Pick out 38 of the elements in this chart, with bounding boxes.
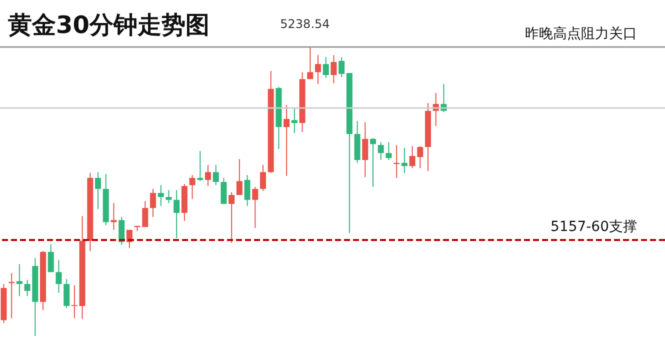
candlestick [16, 264, 22, 297]
candlestick [71, 284, 78, 319]
candlestick [212, 164, 219, 186]
candlestick [56, 259, 62, 294]
candlestick [110, 202, 117, 230]
candlestick [174, 190, 180, 239]
candlestick [189, 174, 196, 200]
candlestick [150, 188, 156, 218]
candlestick [166, 190, 172, 204]
chart-title: 黄金30分钟走势图 [7, 11, 210, 39]
candlestick [48, 244, 54, 273]
candlestick [378, 142, 384, 160]
candlestick [291, 107, 298, 134]
candlestick [252, 186, 258, 228]
ref-line-label: 昨晚高点阻力关口 [525, 26, 637, 42]
candlestick [64, 278, 70, 308]
annotation: 5238.54 [280, 17, 330, 31]
candlestick [362, 122, 368, 178]
candlestick [244, 174, 250, 206]
candlestick [220, 177, 227, 204]
candlestick [158, 184, 164, 206]
candlestick [284, 104, 290, 176]
candlestick [307, 46, 314, 80]
candlestick [197, 150, 204, 182]
candlestick [236, 158, 242, 196]
candlestick [205, 164, 212, 187]
candlestick [95, 172, 102, 210]
candlestick [401, 147, 408, 174]
candlestick [322, 56, 329, 78]
candlestick [260, 164, 266, 192]
ref-line-label: 5157-60支撑 [550, 219, 637, 236]
candlestick [386, 142, 392, 160]
candlestick [118, 216, 125, 246]
candlestick [330, 54, 337, 84]
candlestick [370, 138, 376, 188]
candlestick [315, 54, 322, 84]
candlestick [228, 192, 235, 244]
candlestick [338, 56, 345, 78]
